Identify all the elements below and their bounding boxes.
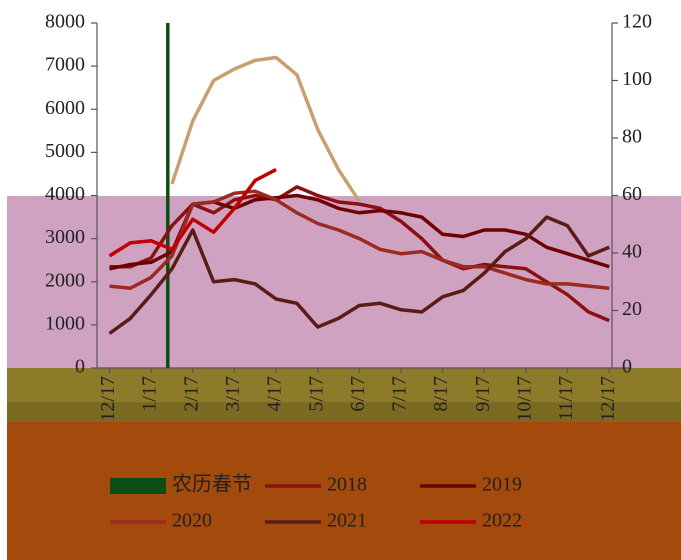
legend-label: 农历春节 bbox=[172, 473, 252, 496]
series-line bbox=[109, 189, 610, 290]
x-tick-label: 5/17 bbox=[305, 376, 327, 412]
y-tick-label: 8000 bbox=[45, 11, 85, 33]
x-tick-label: 9/17 bbox=[472, 376, 494, 412]
y2-tick-label: 100 bbox=[622, 68, 652, 90]
y2-tick-label: 20 bbox=[622, 298, 642, 320]
x-tick-label: 10/17 bbox=[513, 376, 535, 422]
y2-tick-label: 0 bbox=[622, 356, 632, 378]
y-tick-label: 4000 bbox=[45, 183, 85, 205]
series-line bbox=[108, 215, 610, 335]
legend-swatch bbox=[110, 478, 166, 494]
legend-label: 2022 bbox=[482, 510, 522, 532]
y2-tick-label: 120 bbox=[622, 11, 652, 33]
x-tick-label: 2/17 bbox=[180, 376, 202, 412]
legend-label: 2021 bbox=[327, 510, 367, 532]
series-line bbox=[170, 55, 361, 203]
y2-tick-label: 60 bbox=[622, 183, 642, 205]
y-tick-label: 6000 bbox=[45, 97, 85, 119]
x-tick-label: 3/17 bbox=[222, 376, 244, 412]
x-tick-label: 12/17 bbox=[597, 376, 619, 422]
legend-label: 2020 bbox=[172, 510, 212, 532]
x-tick-label: 12/17 bbox=[97, 376, 119, 422]
x-tick-label: 7/17 bbox=[389, 376, 411, 412]
series-line bbox=[108, 168, 277, 258]
y-tick-label: 5000 bbox=[45, 140, 85, 162]
legend-label: 2019 bbox=[482, 474, 522, 496]
y-tick-label: 7000 bbox=[45, 54, 85, 76]
band-olive-dark bbox=[7, 402, 681, 422]
x-tick-label: 11/17 bbox=[555, 376, 577, 421]
x-tick-label: 6/17 bbox=[347, 376, 369, 412]
y-tick-label: 0 bbox=[75, 356, 85, 378]
y2-tick-label: 80 bbox=[622, 126, 642, 148]
y-tick-label: 3000 bbox=[45, 226, 85, 248]
band-pink bbox=[7, 196, 681, 368]
band-olive bbox=[7, 368, 681, 402]
y-tick-label: 1000 bbox=[45, 312, 85, 334]
x-tick-label: 8/17 bbox=[430, 376, 452, 412]
y-tick-label: 2000 bbox=[45, 269, 85, 291]
x-tick-label: 4/17 bbox=[264, 376, 286, 412]
legend-label: 2018 bbox=[327, 474, 367, 496]
x-tick-label: 1/17 bbox=[139, 376, 161, 412]
y2-tick-label: 40 bbox=[622, 241, 642, 263]
